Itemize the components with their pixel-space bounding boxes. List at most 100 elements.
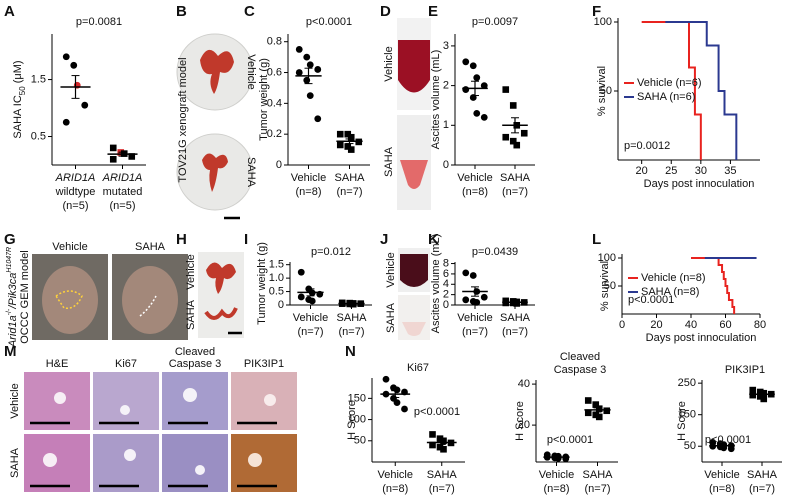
y-tick-label: 150 [348, 392, 366, 404]
panel-letter: E [428, 3, 438, 20]
x-tick-label: Vehicle [539, 469, 574, 481]
p-value: p<0.0001 [414, 406, 460, 418]
panel-letter: H [176, 231, 187, 248]
y-axis-label-part: 50 [18, 86, 27, 95]
y-tick-label: 8 [443, 257, 449, 269]
x-tick-label: (n=7) [502, 186, 528, 198]
p-value: p=0.0439 [472, 246, 518, 258]
data-point [473, 74, 481, 82]
data-point [462, 58, 470, 66]
data-point [749, 386, 757, 394]
photo-label: Caspase 3 [169, 358, 222, 370]
x-tick-label: 20 [636, 165, 648, 177]
data-point [336, 130, 344, 138]
data-point [401, 405, 408, 413]
data-point [760, 395, 768, 403]
data-point [595, 413, 603, 421]
x-tick-label: (n=7) [339, 326, 365, 338]
data-point [520, 129, 528, 137]
data-point [128, 153, 136, 160]
x-tick-label: Vehicle [291, 172, 326, 184]
y-tick-label: 100 [348, 413, 366, 425]
y-tick-label: 50 [684, 440, 696, 452]
data-point [592, 401, 600, 408]
chart-title: Cleaved [560, 351, 600, 363]
photo-label: Vehicle [185, 254, 197, 289]
y-tick-label: 1.5 [269, 259, 284, 271]
y-tick-label: 0 [278, 299, 284, 311]
y-tick-label: 250 [678, 377, 696, 389]
y-tick-label: 50 [354, 435, 366, 447]
p-value: p=0.012 [311, 246, 351, 258]
x-tick-label: (n=7) [585, 483, 611, 495]
photo-label: PIK3IP1 [244, 358, 284, 370]
y-tick-label: 1.5 [31, 73, 46, 85]
data-point [314, 66, 322, 73]
survival-curve [665, 21, 738, 160]
x-tick-label: (n=7) [462, 326, 488, 338]
y-axis-label-part: SAHA IC [12, 95, 24, 138]
photo-d: Vehicle SAHA [383, 18, 431, 210]
genotype: H1047R [6, 247, 13, 273]
x-axis-label: Days post innoculation [646, 332, 757, 344]
x-tick-label: ARID1A [55, 172, 96, 184]
photo-label: Ki67 [115, 358, 137, 370]
photo-label: SAHA [185, 299, 197, 330]
data-point [314, 115, 322, 123]
data-point [308, 297, 316, 305]
data-point [595, 405, 603, 412]
data-point [502, 86, 510, 93]
data-point [303, 76, 311, 84]
photo-label: SAHA [135, 241, 166, 253]
x-tick-label: (n=5) [63, 200, 89, 212]
x-tick-label: (n=8) [462, 186, 488, 198]
data-point [347, 133, 355, 141]
x-tick-label: wildtype [55, 186, 96, 198]
data-point [584, 409, 592, 417]
panel-letter: J [380, 231, 388, 248]
x-tick-label: Vehicle [704, 469, 739, 481]
data-point [297, 293, 305, 301]
y-axis-label: Ascites volume (mL) [430, 234, 442, 334]
data-point [62, 118, 70, 126]
p-value: p=0.0081 [76, 16, 122, 28]
y-axis-label-part: (μM) [12, 60, 24, 86]
photo-label: Cleaved [175, 346, 215, 358]
y-tick-label: 0 [443, 299, 449, 311]
y-axis-label: H Score [676, 401, 688, 441]
photo-label: SAHA [383, 146, 395, 177]
y-tick-label: 6 [443, 268, 449, 280]
x-tick-label: 35 [724, 165, 736, 177]
x-tick-label: 20 [650, 319, 662, 331]
data-point [347, 146, 355, 153]
y-axis-label-part: H Score [514, 401, 526, 441]
x-tick-label: SAHA [500, 312, 531, 324]
panel-letter: B [176, 3, 187, 20]
legend-label: SAHA (n=6) [637, 91, 695, 103]
p-value: p<0.0001 [705, 434, 751, 446]
data-point [469, 62, 477, 70]
p-value: p<0.0001 [628, 294, 674, 306]
y-axis-label-part: Ascites volume (mL) [430, 234, 442, 334]
photo-label: Arid1a-/-/Pik3caH1047R [6, 247, 19, 348]
photo-label: Vehicle [52, 241, 87, 253]
x-tick-label: Vehicle [293, 312, 328, 324]
y-axis-label: H Score [514, 401, 526, 441]
data-point [344, 130, 352, 138]
y-tick-label: 40 [518, 378, 530, 390]
x-tick-label: (n=8) [709, 483, 735, 495]
photo-label: Vehicle [383, 46, 395, 81]
data-point [462, 86, 470, 93]
data-point [393, 386, 401, 394]
y-tick-label: 20 [518, 419, 530, 431]
x-axis-label: Days post innoculation [644, 178, 755, 190]
x-tick-label: 0 [619, 319, 625, 331]
photo-label: OCCC GEM model [19, 250, 31, 344]
photo-label: TOV21G xenograft model [177, 57, 189, 182]
x-tick-label: (n=7) [749, 483, 775, 495]
x-tick-label: (n=7) [337, 186, 363, 198]
y-tick-label: 150 [678, 409, 696, 421]
photo-label: Vehicle [245, 54, 257, 89]
data-point [592, 411, 600, 419]
data-point [727, 445, 735, 453]
